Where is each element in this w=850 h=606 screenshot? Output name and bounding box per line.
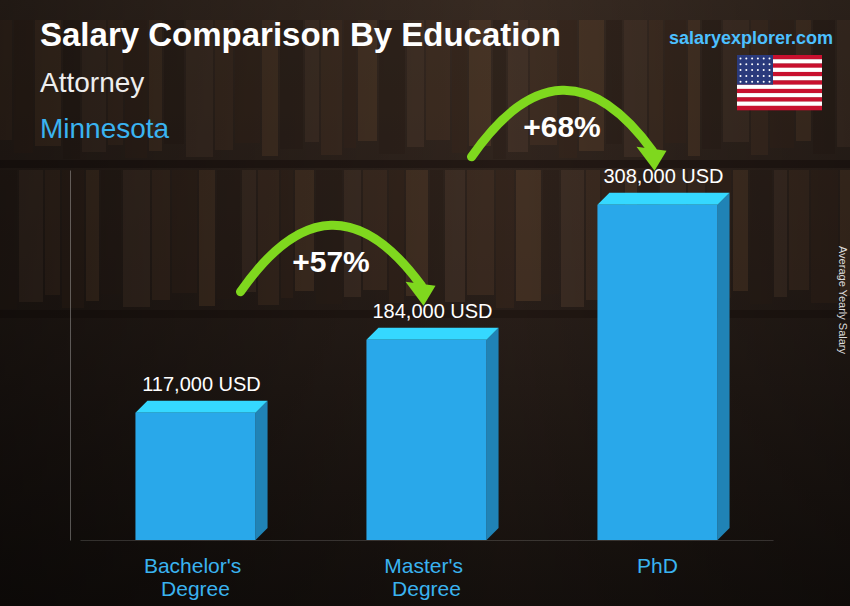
background [0, 0, 850, 606]
flag-star [751, 69, 753, 71]
x-tick-label-line: Degree [161, 577, 230, 600]
flag-star [751, 81, 753, 83]
flag-stripe [737, 106, 822, 111]
x-tick-label-line: Degree [392, 577, 461, 600]
flag-star [740, 81, 742, 83]
flag-star [757, 81, 759, 83]
flag-star [745, 58, 747, 60]
source: salaryexplorer.com [669, 28, 833, 48]
flag-star [740, 75, 742, 77]
bar-side [718, 193, 730, 540]
bar [366, 340, 486, 540]
x-tick-label: Master's Degree [384, 554, 469, 600]
flag-stripe [737, 93, 822, 98]
flag-stripe [737, 85, 822, 90]
x-axis-line [81, 540, 774, 541]
bar-top [597, 193, 729, 205]
flag-canton [737, 55, 773, 85]
flag-stripe [737, 102, 822, 107]
data-labels: 117,000 USD 184,000 USD 308,000 USD [142, 165, 723, 395]
bars [135, 193, 729, 540]
arrow-head [637, 147, 667, 171]
flag-star [751, 75, 753, 77]
x-tick-label-line: PhD [637, 554, 678, 577]
arrow-head [406, 282, 436, 306]
flag-star [769, 75, 771, 77]
flag-star [745, 69, 747, 71]
subtitle: Minnesota [40, 113, 170, 144]
x-tick-label: PhD [637, 554, 678, 577]
bar [597, 205, 717, 540]
flag-star [757, 58, 759, 60]
chart-svg: Salary Comparison By Education Attorney Mi… [0, 0, 850, 606]
flag [737, 55, 822, 110]
flag-stripe [737, 89, 822, 94]
flag-star [757, 75, 759, 77]
annotation: +68% [523, 110, 601, 143]
x-tick-label: Bachelor's Degree [144, 554, 247, 600]
annotations: +57% +68% [241, 90, 667, 305]
bar-top [135, 401, 267, 413]
x-tick-label-line: Bachelor's [144, 554, 247, 577]
bar-top [366, 328, 498, 340]
x-tick: Bachelor's Degree [144, 554, 247, 600]
data-label: 117,000 USD [142, 373, 261, 395]
flag-star [757, 69, 759, 71]
flag-star [763, 69, 765, 71]
flag-star [740, 63, 742, 65]
flag-star [740, 58, 742, 60]
flag-star [751, 58, 753, 60]
flag-star [751, 63, 753, 65]
x-axis: Bachelor's DegreeMaster's DegreePhD [81, 541, 774, 601]
x-tick: PhD [637, 554, 678, 577]
y-axis-line [70, 171, 71, 541]
bar-side [487, 328, 499, 540]
flag-star [757, 63, 759, 65]
flag-star [763, 63, 765, 65]
y-axis [70, 171, 71, 541]
y-axis-title: Average Yearly Salary [837, 246, 849, 355]
data-label: 184,000 USD [372, 300, 492, 322]
flag-star [769, 58, 771, 60]
flag-star [769, 81, 771, 83]
flag-star [740, 69, 742, 71]
subtitle: Attorney [40, 67, 144, 98]
flag-star [769, 63, 771, 65]
arrow-line [241, 225, 422, 292]
x-tick: Master's Degree [384, 554, 469, 600]
flag-star [769, 69, 771, 71]
background-shade [0, 0, 850, 606]
flag-star [763, 81, 765, 83]
flag-star [745, 63, 747, 65]
flag-stripe [737, 97, 822, 102]
flag-star [745, 75, 747, 77]
arrow-line [472, 90, 653, 157]
flag-star [763, 58, 765, 60]
title: Salary Comparison By Education [40, 16, 561, 53]
bar-side [256, 401, 268, 540]
x-tick-label-line: Master's [384, 554, 469, 577]
flag-star [745, 81, 747, 83]
annotation: +57% [292, 245, 370, 278]
data-label: 308,000 USD [603, 165, 723, 187]
flag-star [763, 75, 765, 77]
bar [135, 413, 255, 540]
